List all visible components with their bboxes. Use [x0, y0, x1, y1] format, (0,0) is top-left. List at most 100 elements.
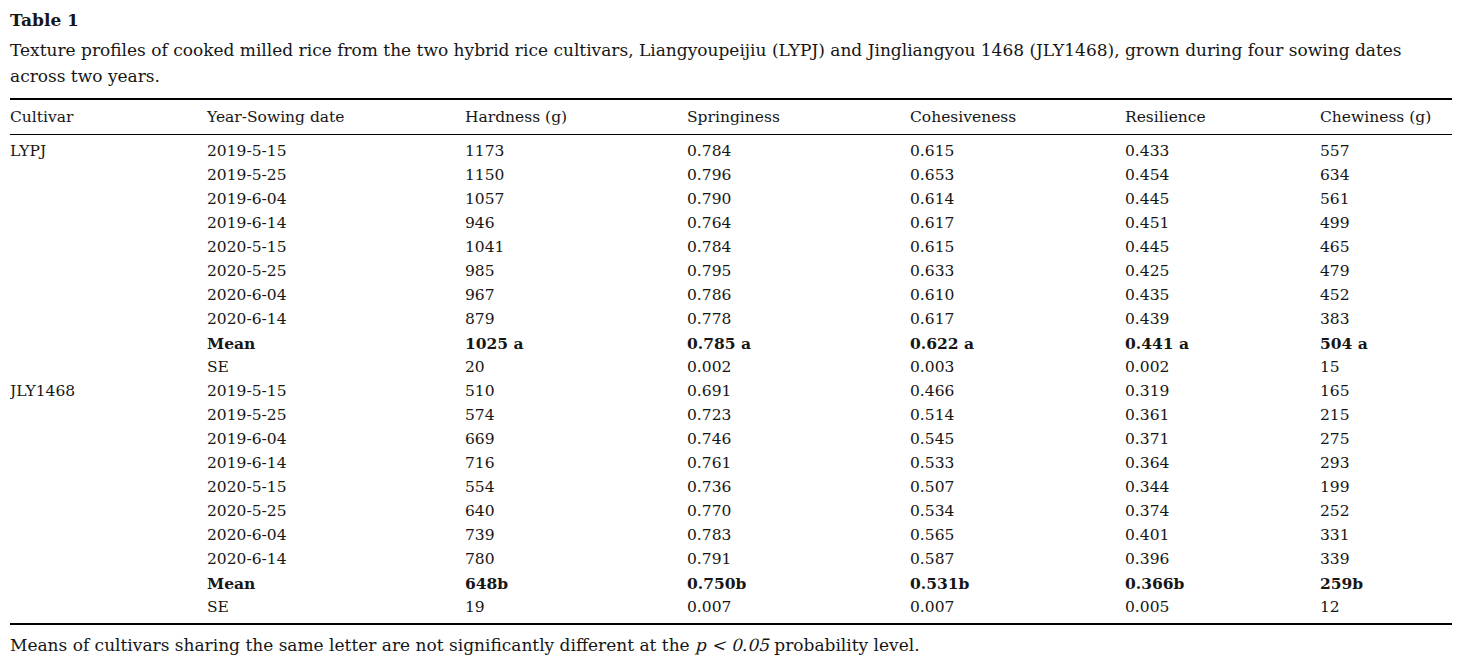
- table-cell: 499: [1320, 212, 1452, 236]
- table-cell: 0.531b: [910, 572, 1125, 596]
- table-cell: SE: [207, 596, 465, 625]
- table-cell: 640: [465, 500, 687, 524]
- table-cell: [10, 212, 207, 236]
- table-row: LYPJ2019-5-1511730.7840.6150.433557: [10, 135, 1452, 164]
- table-row: 2019-6-0410570.7900.6140.445561: [10, 188, 1452, 212]
- table-cell: 465: [1320, 236, 1452, 260]
- table-cell: 510: [465, 380, 687, 404]
- table-cell: 0.445: [1125, 188, 1320, 212]
- table-cell: LYPJ: [10, 135, 207, 164]
- table-row: SE190.0070.0070.00512: [10, 596, 1452, 625]
- table-cell: 0.587: [910, 548, 1125, 572]
- table-cell: [10, 404, 207, 428]
- table-cell: 0.396: [1125, 548, 1320, 572]
- table-cell: 0.361: [1125, 404, 1320, 428]
- table-cell: 0.614: [910, 188, 1125, 212]
- table-body: LYPJ2019-5-1511730.7840.6150.4335572019-…: [10, 135, 1452, 625]
- table-cell: 0.785 a: [687, 332, 910, 356]
- table-row: 2020-5-155540.7360.5070.344199: [10, 476, 1452, 500]
- table-cell: 557: [1320, 135, 1452, 164]
- column-header-chewiness: Chewiness (g): [1320, 99, 1452, 135]
- table-cell: 879: [465, 308, 687, 332]
- table-cell: 0.691: [687, 380, 910, 404]
- table-cell: [10, 356, 207, 380]
- table-cell: 0.401: [1125, 524, 1320, 548]
- table-cell: Mean: [207, 332, 465, 356]
- table-cell: 1173: [465, 135, 687, 164]
- table-cell: 0.610: [910, 284, 1125, 308]
- table-cell: 0.371: [1125, 428, 1320, 452]
- table-cell: 0.441 a: [1125, 332, 1320, 356]
- table-cell: 0.786: [687, 284, 910, 308]
- paper-table-figure: Table 1 Texture profiles of cooked mille…: [0, 0, 1462, 659]
- table-row: 2019-5-2511500.7960.6530.454634: [10, 164, 1452, 188]
- table-cell: [10, 260, 207, 284]
- column-header-hardness: Hardness (g): [465, 99, 687, 135]
- table-cell: 0.451: [1125, 212, 1320, 236]
- table-cell: 967: [465, 284, 687, 308]
- table-cell: 739: [465, 524, 687, 548]
- table-cell: 946: [465, 212, 687, 236]
- table-cell: 0.750b: [687, 572, 910, 596]
- table-cell: 339: [1320, 548, 1452, 572]
- table-cell: [10, 524, 207, 548]
- table-cell: Mean: [207, 572, 465, 596]
- table-cell: 574: [465, 404, 687, 428]
- table-row: 2020-6-049670.7860.6100.435452: [10, 284, 1452, 308]
- table-cell: 2020-6-14: [207, 308, 465, 332]
- table-cell: 0.615: [910, 135, 1125, 164]
- table-cell: 1025 a: [465, 332, 687, 356]
- table-cell: 331: [1320, 524, 1452, 548]
- table-cell: 2020-6-14: [207, 548, 465, 572]
- table-row: SE200.0020.0030.00215: [10, 356, 1452, 380]
- table-row: JLY14682019-5-155100.6910.4660.319165: [10, 380, 1452, 404]
- table-cell: 452: [1320, 284, 1452, 308]
- table-row: 2019-6-147160.7610.5330.364293: [10, 452, 1452, 476]
- table-cell: 2020-5-15: [207, 476, 465, 500]
- table-cell: 0.796: [687, 164, 910, 188]
- table-row: 2019-6-046690.7460.5450.371275: [10, 428, 1452, 452]
- table-cell: 0.791: [687, 548, 910, 572]
- footnote-text: Means of cultivars sharing the same lett…: [10, 635, 695, 655]
- table-cell: 0.435: [1125, 284, 1320, 308]
- table-cell: [10, 548, 207, 572]
- table-cell: 0.615: [910, 236, 1125, 260]
- column-header-cultivar: Cultivar: [10, 99, 207, 135]
- table-cell: 479: [1320, 260, 1452, 284]
- table-cell: 0.746: [687, 428, 910, 452]
- table-cell: 504 a: [1320, 332, 1452, 356]
- table-cell: 0.736: [687, 476, 910, 500]
- table-cell: 0.784: [687, 236, 910, 260]
- table-row: 2019-5-255740.7230.5140.361215: [10, 404, 1452, 428]
- column-header-resilience: Resilience: [1125, 99, 1320, 135]
- table-cell: 19: [465, 596, 687, 625]
- table-cell: 252: [1320, 500, 1452, 524]
- table-cell: 15: [1320, 356, 1452, 380]
- table-cell: 0.761: [687, 452, 910, 476]
- table-cell: 0.425: [1125, 260, 1320, 284]
- table-cell: 0.633: [910, 260, 1125, 284]
- table-cell: [10, 452, 207, 476]
- table-cell: 0.007: [687, 596, 910, 625]
- table-cell: 0.565: [910, 524, 1125, 548]
- table-cell: [10, 428, 207, 452]
- table-cell: 275: [1320, 428, 1452, 452]
- table-cell: 215: [1320, 404, 1452, 428]
- table-cell: [10, 572, 207, 596]
- table-cell: 259b: [1320, 572, 1452, 596]
- table-row: 2019-6-149460.7640.6170.451499: [10, 212, 1452, 236]
- footnote-text-end: probability level.: [769, 635, 920, 655]
- table-row: Mean1025 a0.785 a0.622 a0.441 a504 a: [10, 332, 1452, 356]
- table-cell: 2020-6-04: [207, 284, 465, 308]
- table-footnote: Means of cultivars sharing the same lett…: [10, 634, 1452, 656]
- table-cell: 0.439: [1125, 308, 1320, 332]
- table-cell: 383: [1320, 308, 1452, 332]
- table-cell: JLY1468: [10, 380, 207, 404]
- table-row: 2020-6-148790.7780.6170.439383: [10, 308, 1452, 332]
- table-cell: 0.454: [1125, 164, 1320, 188]
- table-cell: SE: [207, 356, 465, 380]
- table-caption: Texture profiles of cooked milled rice f…: [10, 37, 1452, 89]
- table-cell: 2019-5-25: [207, 164, 465, 188]
- table-cell: [10, 476, 207, 500]
- table-cell: 0.790: [687, 188, 910, 212]
